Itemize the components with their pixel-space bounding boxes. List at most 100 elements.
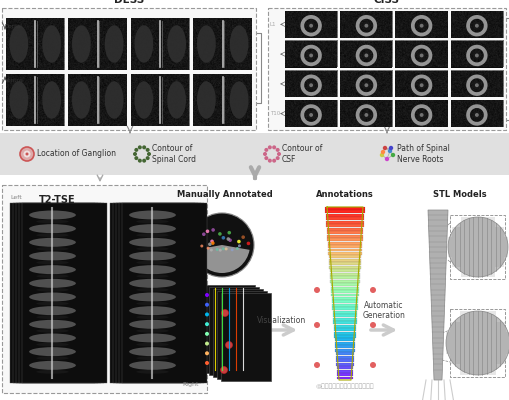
- Circle shape: [272, 145, 275, 149]
- Circle shape: [417, 111, 425, 119]
- Bar: [333, 332, 355, 334]
- Ellipse shape: [10, 81, 28, 119]
- Bar: [16, 203, 101, 383]
- Bar: [19, 203, 104, 383]
- Bar: [333, 328, 355, 331]
- Bar: [326, 228, 363, 231]
- Bar: [116, 203, 201, 383]
- Bar: [336, 370, 352, 372]
- Text: Annotations: Annotations: [316, 190, 373, 199]
- Bar: [2, 8, 256, 130]
- Wedge shape: [410, 104, 432, 126]
- Circle shape: [230, 248, 233, 251]
- Ellipse shape: [129, 238, 176, 247]
- Text: T2-TSE: T2-TSE: [39, 195, 75, 205]
- Circle shape: [387, 149, 391, 153]
- Bar: [394, 70, 447, 97]
- Circle shape: [390, 153, 394, 157]
- Circle shape: [419, 54, 422, 57]
- Bar: [10, 203, 95, 383]
- Bar: [220, 293, 270, 381]
- Circle shape: [307, 52, 314, 59]
- Ellipse shape: [136, 233, 168, 237]
- Circle shape: [379, 153, 383, 157]
- Ellipse shape: [196, 81, 215, 119]
- Circle shape: [369, 287, 375, 293]
- Bar: [326, 235, 362, 238]
- Bar: [119, 203, 204, 383]
- Bar: [333, 321, 356, 324]
- Bar: [450, 100, 502, 127]
- Ellipse shape: [36, 343, 69, 346]
- Circle shape: [221, 310, 228, 316]
- Ellipse shape: [29, 306, 76, 315]
- Circle shape: [308, 113, 313, 117]
- Circle shape: [263, 152, 267, 156]
- Circle shape: [205, 293, 209, 297]
- Circle shape: [205, 312, 209, 316]
- Circle shape: [221, 247, 224, 250]
- Circle shape: [364, 54, 367, 57]
- Ellipse shape: [36, 315, 69, 319]
- Bar: [447, 237, 506, 247]
- Bar: [340, 70, 392, 97]
- Circle shape: [218, 232, 221, 236]
- Circle shape: [308, 54, 313, 57]
- Wedge shape: [300, 45, 321, 66]
- Circle shape: [380, 150, 384, 154]
- Bar: [340, 41, 392, 68]
- Bar: [445, 332, 508, 343]
- Bar: [6, 74, 64, 126]
- Bar: [267, 8, 505, 130]
- Ellipse shape: [129, 224, 176, 233]
- Bar: [449, 354, 505, 364]
- Bar: [2, 185, 207, 393]
- Ellipse shape: [129, 334, 176, 342]
- Wedge shape: [465, 15, 487, 36]
- Bar: [325, 221, 363, 224]
- Circle shape: [417, 52, 425, 59]
- Circle shape: [209, 248, 212, 252]
- Bar: [329, 273, 359, 276]
- Circle shape: [307, 22, 314, 30]
- Bar: [327, 245, 361, 248]
- Bar: [450, 11, 502, 38]
- Text: Contour of
CSF: Contour of CSF: [281, 144, 322, 164]
- Bar: [285, 100, 336, 127]
- Bar: [68, 74, 127, 126]
- Circle shape: [472, 82, 479, 89]
- Circle shape: [275, 148, 279, 152]
- Circle shape: [246, 242, 250, 245]
- Circle shape: [474, 113, 478, 117]
- Ellipse shape: [134, 25, 153, 63]
- Ellipse shape: [29, 292, 76, 302]
- Polygon shape: [427, 210, 447, 380]
- Bar: [326, 224, 363, 227]
- Bar: [327, 242, 362, 244]
- Wedge shape: [465, 45, 487, 66]
- Bar: [325, 214, 364, 217]
- Bar: [451, 227, 503, 237]
- Text: Contour of
Spinal Cord: Contour of Spinal Cord: [152, 144, 195, 164]
- Ellipse shape: [136, 315, 168, 319]
- Circle shape: [362, 111, 370, 119]
- Circle shape: [472, 22, 479, 30]
- Bar: [336, 366, 353, 369]
- Bar: [326, 231, 362, 234]
- Wedge shape: [355, 74, 376, 96]
- Bar: [325, 217, 363, 220]
- Bar: [330, 290, 358, 293]
- Circle shape: [362, 22, 370, 30]
- Circle shape: [474, 54, 478, 57]
- Circle shape: [200, 244, 203, 248]
- Bar: [394, 41, 447, 68]
- Circle shape: [272, 159, 275, 163]
- Ellipse shape: [42, 81, 61, 119]
- Bar: [193, 74, 251, 126]
- Circle shape: [364, 83, 367, 87]
- Bar: [335, 352, 354, 355]
- Ellipse shape: [29, 224, 76, 233]
- Ellipse shape: [136, 261, 168, 264]
- Circle shape: [264, 148, 268, 152]
- Bar: [460, 364, 495, 375]
